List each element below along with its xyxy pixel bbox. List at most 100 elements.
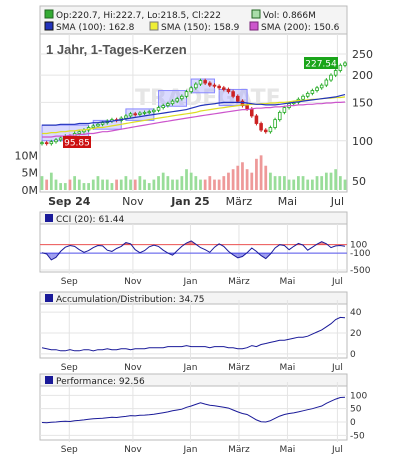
volume-y-ticks: 0M 5M 10M <box>15 149 39 197</box>
volume-bar <box>194 176 198 190</box>
candle-body <box>49 141 54 145</box>
volume-bar <box>54 179 58 190</box>
volume-bar <box>110 183 114 190</box>
candle-body <box>156 107 161 111</box>
panel-x-tick: Jan <box>183 363 198 373</box>
low-price-badge <box>63 136 91 148</box>
panel-y-tick: 0 <box>350 418 356 428</box>
price-plot-frame <box>39 5 348 193</box>
legend-ohlc: Op:220.7, Hi:222.7, Lo:218.5, Cl:222 <box>56 11 221 21</box>
cci-line <box>41 240 346 261</box>
candle-body <box>310 90 315 94</box>
cci-grid <box>40 224 347 274</box>
panel-x-tick: Nov <box>124 363 142 373</box>
price-panel: Op:220.7, Hi:222.7, Lo:218.5, Cl:222 Vol… <box>15 5 373 208</box>
panel-x-tick: Jul <box>331 445 343 455</box>
volume-bar <box>91 179 95 190</box>
volume-bar <box>241 162 244 190</box>
legend-sma100-swatch <box>44 21 54 31</box>
volume-bar <box>236 165 240 190</box>
volume-bar <box>278 176 282 190</box>
volume-bar <box>129 179 132 190</box>
panel-x-tick: Mai <box>280 363 296 373</box>
sma200-line <box>42 101 346 138</box>
volume-bar <box>338 176 342 190</box>
volume-bar <box>324 172 328 190</box>
volume-bar <box>157 176 160 190</box>
panel-y-tick: -500 <box>350 266 371 276</box>
legend-sma200-swatch <box>249 21 259 31</box>
volume-bar <box>73 176 77 190</box>
candle-body <box>198 80 203 85</box>
volume-bar <box>143 179 146 190</box>
price-x-tick: Mai <box>278 195 297 208</box>
volume-bar <box>82 183 86 190</box>
candle-body <box>226 89 231 93</box>
candle-body <box>319 84 324 89</box>
volume-bar <box>115 179 118 190</box>
perf-legend-swatch <box>45 376 53 384</box>
cci-oversold-area <box>51 253 56 260</box>
cci-x-ticks: Sep Nov Jan März Mai Jul <box>61 277 343 287</box>
candle-body <box>333 70 338 76</box>
candle-body <box>91 125 96 128</box>
panel-x-tick: Jul <box>331 363 343 373</box>
ad-y-ticks: 40 20 0 <box>350 308 362 360</box>
ad-title: Accumulation/Distribution: 34.75 <box>56 295 205 305</box>
last-price-label: 227.54 <box>304 57 338 70</box>
candle-body <box>184 91 189 97</box>
candle-body <box>263 129 268 133</box>
legend-ohlc-swatch <box>44 9 54 19</box>
candle-body <box>58 137 63 141</box>
ad-legend-swatch <box>45 294 53 302</box>
volume-bar <box>343 179 347 190</box>
panel-x-tick: März <box>228 445 250 455</box>
cci-title: CCI (20): 61.44 <box>56 215 124 225</box>
volume-bar <box>283 176 286 190</box>
volume-bar <box>315 176 319 190</box>
candle-body <box>217 85 221 89</box>
volume-bar <box>199 179 202 190</box>
panel-x-tick: März <box>228 363 250 373</box>
candle-body <box>54 139 58 143</box>
volume-bar <box>306 179 310 190</box>
panel-y-tick: -50 <box>350 431 365 441</box>
panel-x-tick: Jan <box>183 277 198 287</box>
volume-bar <box>250 172 254 190</box>
candle-body <box>161 105 165 108</box>
volume-bar <box>63 183 67 190</box>
legend-volume: Vol: 0.866M <box>263 11 316 21</box>
volume-bar <box>180 176 184 190</box>
candle-body <box>203 80 207 84</box>
panel-y-tick: -100 <box>350 249 371 259</box>
candle-body <box>254 115 259 124</box>
price-y-tick: 200 <box>352 69 373 82</box>
panel-x-tick: März <box>228 277 250 287</box>
panel-y-tick: 50 <box>350 405 362 415</box>
candle-body <box>170 100 175 105</box>
perf-line <box>41 396 346 424</box>
panel-x-tick: Nov <box>124 445 142 455</box>
price-x-ticks: Sep 24 Nov Jan 25 März Mai Jul <box>48 195 344 208</box>
candle-body <box>282 107 287 113</box>
candle-body <box>324 79 329 86</box>
price-grid <box>40 34 347 192</box>
candle-body <box>236 95 240 102</box>
panel-x-tick: Sep <box>61 363 78 373</box>
price-y-tick: 150 <box>352 96 373 109</box>
panel-x-tick: Jan <box>183 445 198 455</box>
candle-body <box>277 111 282 121</box>
panel-y-tick: 0 <box>350 350 356 360</box>
price-y-tick: 250 <box>352 48 373 61</box>
volume-bar <box>227 172 230 190</box>
volume-bar <box>87 183 90 190</box>
volume-y-tick: 5M <box>22 167 39 180</box>
volume-bar <box>40 176 44 190</box>
cci-legend-swatch <box>45 214 53 222</box>
volume-bar <box>185 169 188 190</box>
last-price-badge <box>304 57 338 69</box>
volume-bar <box>152 179 156 190</box>
panel-x-tick: Mai <box>280 277 296 287</box>
volume-bar <box>245 169 249 190</box>
